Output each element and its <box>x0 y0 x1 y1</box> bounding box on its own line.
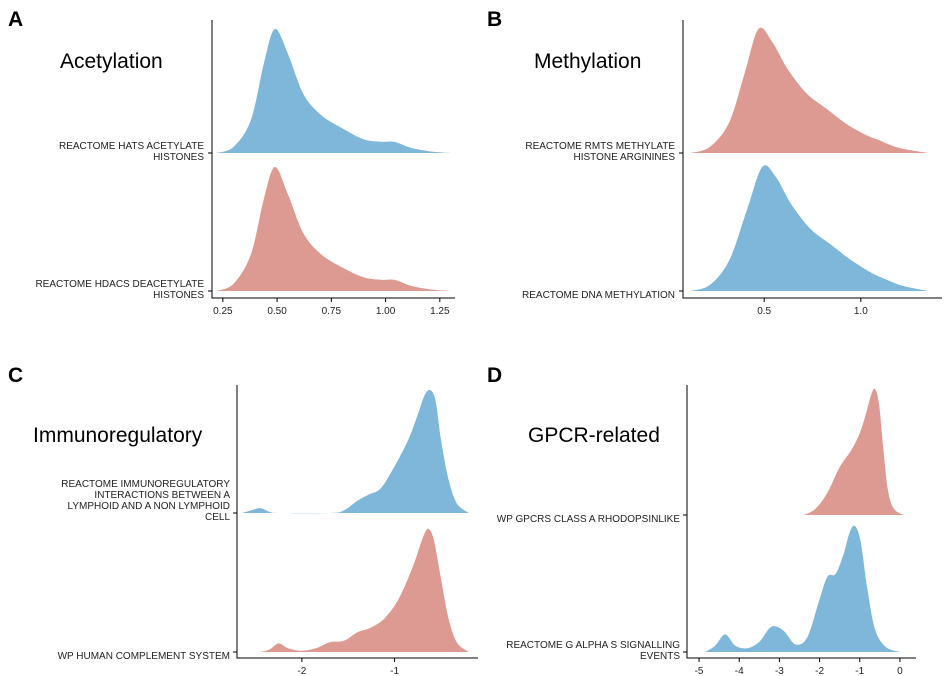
y-label-line: LYMPHOID AND A NON LYMPHOID <box>68 501 230 512</box>
axes-c <box>236 385 478 659</box>
x-tick-label: -1 <box>855 666 864 676</box>
y-label-line: REACTOME HATS ACETYLATE <box>59 141 204 152</box>
y-label-line: REACTOME RMTS METHYLATE <box>525 141 675 152</box>
axes-d <box>686 385 916 659</box>
x-tick-label: -4 <box>735 666 744 676</box>
ridge-1 <box>216 166 451 291</box>
panel-title-methylation: Methylation <box>534 50 641 73</box>
x-tick-label: -5 <box>695 666 704 676</box>
panel-title-gpcr-related: GPCR-related <box>528 424 660 447</box>
x-tick-label: 0.25 <box>213 306 233 317</box>
y-labels-d: WP GPCRS CLASS A RHODOPSINLIKE REACTOME G… <box>497 514 687 662</box>
panel-title-acetylation: Acetylation <box>60 50 163 73</box>
x-tick-label: -1 <box>390 666 399 676</box>
panel-letter-a: A <box>8 8 23 31</box>
x-tick-label: 0.50 <box>267 306 287 317</box>
x-tick-label: -2 <box>297 666 306 676</box>
panel-b-methylation: B Methylation REACTOME RMTS METHYLATEHIS… <box>487 8 942 317</box>
ridge-1 <box>260 529 469 652</box>
ridge-0 <box>803 388 904 515</box>
y-label-line: HISTONES <box>153 152 204 163</box>
y-labels-a: REACTOME HATS ACETYLATEHISTONESREACTOME … <box>35 141 212 301</box>
x-tick-label: 0 <box>897 666 903 676</box>
x-ticks-b: 0.5 1.0 <box>757 298 868 317</box>
axes-a <box>211 20 455 299</box>
panel-letter-d: D <box>487 364 502 387</box>
ridges-c <box>241 389 469 652</box>
ridge-0 <box>241 389 469 514</box>
x-ticks-c: -2 -1 <box>297 658 399 676</box>
x-tick-label: 1.00 <box>376 306 396 317</box>
x-ticks-a: 0.25 0.50 0.75 1.00 1.25 <box>213 298 450 317</box>
panel-letter-b: B <box>487 8 502 31</box>
y-label-line: WP GPCRS CLASS A RHODOPSINLIKE <box>497 514 681 525</box>
ridges-d <box>705 388 904 652</box>
axes-b <box>682 20 942 299</box>
y-label-line: HISTONES <box>153 290 204 301</box>
y-label-line: WP HUMAN COMPLEMENT SYSTEM <box>58 651 230 662</box>
x-tick-label: 1.25 <box>430 306 450 317</box>
ridges-b <box>690 27 929 291</box>
x-tick-label: -2 <box>815 666 824 676</box>
ridge-0 <box>216 28 451 154</box>
y-label-line: REACTOME G ALPHA S SIGNALLING <box>506 640 680 651</box>
ridges-a <box>216 28 451 291</box>
panel-c-immunoregulatory: C Immunoregulatory REACTOME IMMUNOREGULA… <box>8 364 478 676</box>
y-label-line: REACTOME DNA METHYLATION <box>522 290 675 301</box>
ridge-0 <box>690 27 929 154</box>
x-ticks-d: -5 -4 -3 -2 -1 0 <box>695 658 903 676</box>
y-label-line: EVENTS <box>640 651 680 662</box>
panel-title-immunoregulatory: Immunoregulatory <box>33 424 203 447</box>
y-label-line: REACTOME IMMUNOREGULATORY <box>61 479 230 490</box>
panel-d-gpcr-related: D GPCR-related WP GPCRS CLASS A RHODOPSI… <box>487 364 916 676</box>
panel-letter-c: C <box>8 364 23 387</box>
panel-a-acetylation: A Acetylation REACTOME HATS ACETYLATEHIS… <box>8 8 455 317</box>
x-tick-label: 0.5 <box>757 306 771 317</box>
x-tick-label: 1.0 <box>854 306 868 317</box>
ridge-1 <box>705 525 900 652</box>
y-label-line: REACTOME HDACS DEACETYLATE <box>35 279 204 290</box>
y-label-line: HISTONE ARGININES <box>573 152 675 163</box>
ridge-1 <box>690 165 929 291</box>
y-label-line: CELL <box>205 512 230 523</box>
x-tick-label: -3 <box>775 666 784 676</box>
x-tick-label: 0.75 <box>322 306 342 317</box>
y-label-line: INTERACTIONS BETWEEN A <box>94 490 230 501</box>
